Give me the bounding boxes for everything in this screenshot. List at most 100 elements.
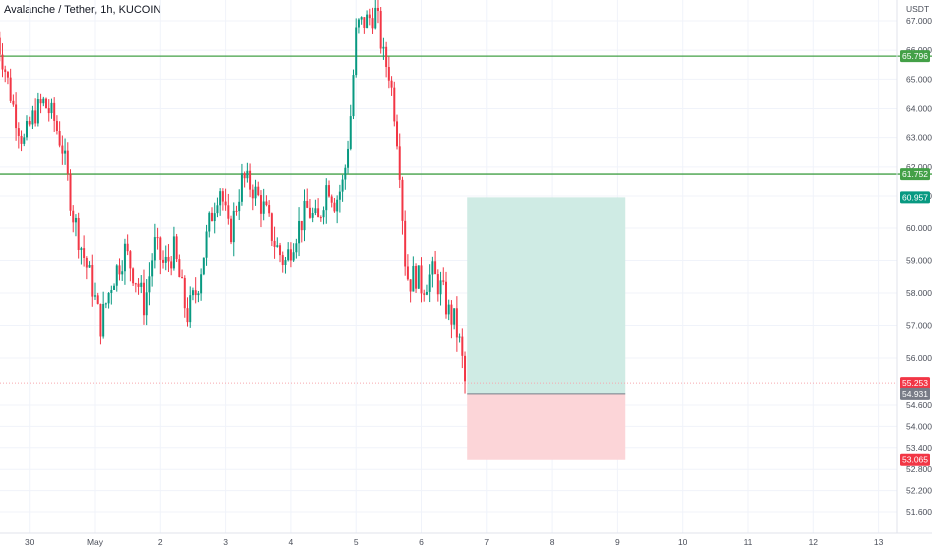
candle-body	[6, 71, 9, 78]
y-tick-label: 64.000	[906, 104, 932, 114]
candle-body	[137, 283, 140, 287]
candle-body	[47, 108, 50, 114]
candle-body	[113, 285, 116, 290]
candle-body	[55, 120, 58, 132]
x-tick-label: 10	[678, 537, 688, 547]
candle-body	[300, 220, 303, 231]
candle-body	[205, 231, 208, 258]
y-tick-label: 56.000	[906, 353, 932, 363]
candle-body	[257, 186, 260, 196]
candle-body	[134, 283, 137, 285]
candle-body	[9, 77, 12, 101]
candle-body	[436, 274, 439, 295]
candle-body	[240, 173, 243, 202]
price-badge	[900, 191, 930, 204]
candle-body	[287, 249, 290, 261]
candle-body	[284, 260, 287, 266]
candle-body	[398, 146, 401, 180]
candle-body	[50, 102, 53, 114]
candle-body	[224, 201, 227, 206]
price-badge	[900, 50, 930, 63]
candle-body	[216, 205, 219, 214]
candle-body	[289, 249, 292, 261]
x-tick-label: 2	[158, 537, 163, 547]
candle-body	[292, 252, 295, 261]
candle-body	[170, 261, 173, 269]
candle-body	[360, 17, 363, 20]
y-tick-label: 52.200	[906, 486, 932, 496]
x-tick-label: 5	[354, 537, 359, 547]
candle-body	[259, 195, 262, 214]
candle-body	[194, 290, 197, 296]
candle-body	[366, 14, 369, 28]
y-tick-label: 54.000	[906, 421, 932, 431]
candle-body	[409, 279, 412, 292]
candle-body	[85, 257, 88, 268]
loss-zone[interactable]	[467, 393, 626, 460]
candle-body	[20, 135, 23, 144]
candle-body	[202, 257, 205, 275]
chart-title: Avalanche / Tether, 1h, KUCOIN	[4, 4, 162, 16]
x-tick-label: 8	[550, 537, 555, 547]
price-badge	[900, 377, 930, 390]
y-tick-label: 57.000	[906, 321, 932, 331]
candle-body	[314, 208, 317, 214]
candle-body	[72, 210, 75, 223]
candle-body	[162, 259, 165, 263]
candle-body	[404, 220, 407, 267]
candle-body	[428, 274, 431, 292]
y-tick-label: 51.600	[906, 507, 932, 517]
candle-body	[153, 237, 156, 261]
candle-body	[151, 260, 154, 277]
candle-body	[210, 212, 213, 222]
y-tick-label: 63.000	[906, 133, 932, 143]
y-tick-label: 62.000	[906, 162, 932, 172]
candle-body	[132, 268, 135, 284]
candle-body	[276, 245, 279, 247]
price-badge-label: 65.796	[902, 51, 928, 61]
candle-body	[273, 240, 276, 247]
candle-body	[319, 217, 322, 219]
candle-body	[249, 170, 252, 190]
position-zones[interactable]	[467, 197, 626, 460]
price-badge	[900, 453, 930, 466]
price-badge-label: 60.957	[902, 192, 928, 202]
candle-body	[159, 237, 162, 260]
candle-body	[333, 202, 336, 212]
candle-body	[423, 293, 426, 295]
candle-body	[58, 131, 61, 146]
candle-body	[123, 243, 126, 272]
candle-body	[232, 210, 235, 243]
candle-body	[200, 274, 203, 294]
horizontal-levels[interactable]	[0, 55, 932, 384]
candle-body	[142, 282, 145, 316]
candle-body	[330, 196, 333, 203]
candle-body	[110, 289, 113, 293]
candle-body	[412, 265, 415, 292]
candle-body	[102, 304, 105, 337]
candle-body	[336, 199, 339, 212]
candle-body	[420, 265, 423, 294]
candle-body	[382, 46, 385, 49]
candle-body	[183, 277, 186, 309]
candle-body	[385, 46, 388, 68]
candle-body	[444, 281, 447, 315]
candle-body	[186, 308, 189, 323]
candle-body	[99, 303, 102, 337]
candle-body	[83, 248, 86, 258]
candle-body	[1, 54, 4, 70]
candle-body	[251, 189, 254, 199]
candle-body	[235, 210, 238, 212]
candle-body	[34, 110, 37, 124]
candle-body	[4, 69, 7, 72]
profit-zone[interactable]	[467, 197, 626, 394]
candle-body	[431, 261, 434, 275]
y-tick-label: 65.000	[906, 74, 932, 84]
candle-body	[379, 10, 382, 49]
candle-body	[197, 293, 200, 296]
candle-body	[28, 121, 31, 125]
candle-body	[270, 213, 273, 241]
candle-body	[371, 18, 374, 29]
